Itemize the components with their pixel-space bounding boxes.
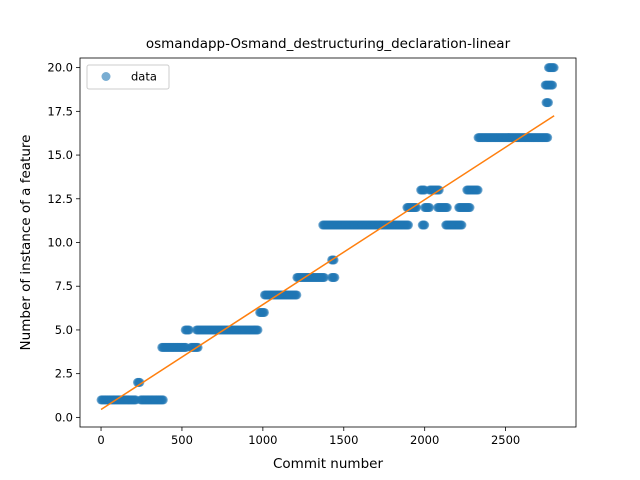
data-point [404, 220, 414, 230]
data-point [543, 98, 553, 108]
x-tick-label: 0 [97, 433, 104, 447]
x-tick-label: 1500 [329, 433, 358, 447]
y-tick-label: 7.5 [55, 279, 73, 293]
y-tick-label: 15.0 [47, 148, 73, 162]
y-tick-label: 2.5 [55, 367, 73, 381]
legend: data [86, 64, 170, 90]
x-tick-label: 2500 [491, 433, 520, 447]
data-point [548, 80, 558, 90]
data-point [292, 290, 302, 300]
y-tick-label: 10.0 [47, 236, 73, 250]
plot-area [79, 57, 577, 428]
data-point [253, 325, 263, 335]
data-point [158, 395, 168, 405]
x-tick-label: 500 [171, 433, 193, 447]
y-tick-label: 20.0 [47, 61, 73, 75]
y-tick-label: 0.0 [55, 410, 73, 424]
legend-frame [86, 64, 170, 90]
fit-line-series [100, 115, 555, 411]
y-axis: 0.0 2.5 5.0 7.5 10.0 12.5 15.0 17.5 20.0 [47, 61, 80, 424]
fit-line [100, 115, 555, 411]
plot-background [80, 58, 576, 427]
data-point [457, 220, 467, 230]
x-axis: 0 500 1000 1500 2000 2500 [97, 427, 520, 447]
legend-marker-data [101, 72, 111, 81]
y-tick-label: 5.0 [55, 323, 73, 337]
x-tick-label: 1000 [248, 433, 277, 447]
data-point [473, 185, 483, 195]
data-point [259, 307, 269, 317]
data-point [425, 203, 435, 213]
data-point [184, 325, 194, 335]
y-axis-label: Number of instance of a feature [18, 135, 34, 351]
chart-title: osmandapp-Osmand_destructuring_declarati… [146, 36, 511, 52]
data-point [465, 203, 475, 213]
data-point [442, 203, 452, 213]
data-point [412, 203, 422, 213]
legend-label-data: data [131, 70, 157, 84]
data-point [319, 272, 329, 282]
data-point [543, 133, 553, 143]
y-tick-label: 17.5 [47, 104, 73, 118]
x-tick-label: 2000 [410, 433, 439, 447]
data-point [135, 377, 145, 387]
x-axis-label: Commit number [273, 456, 383, 472]
y-tick-label: 12.5 [47, 192, 73, 206]
data-point [330, 272, 340, 282]
data-point [420, 220, 430, 230]
data-point [549, 63, 559, 73]
